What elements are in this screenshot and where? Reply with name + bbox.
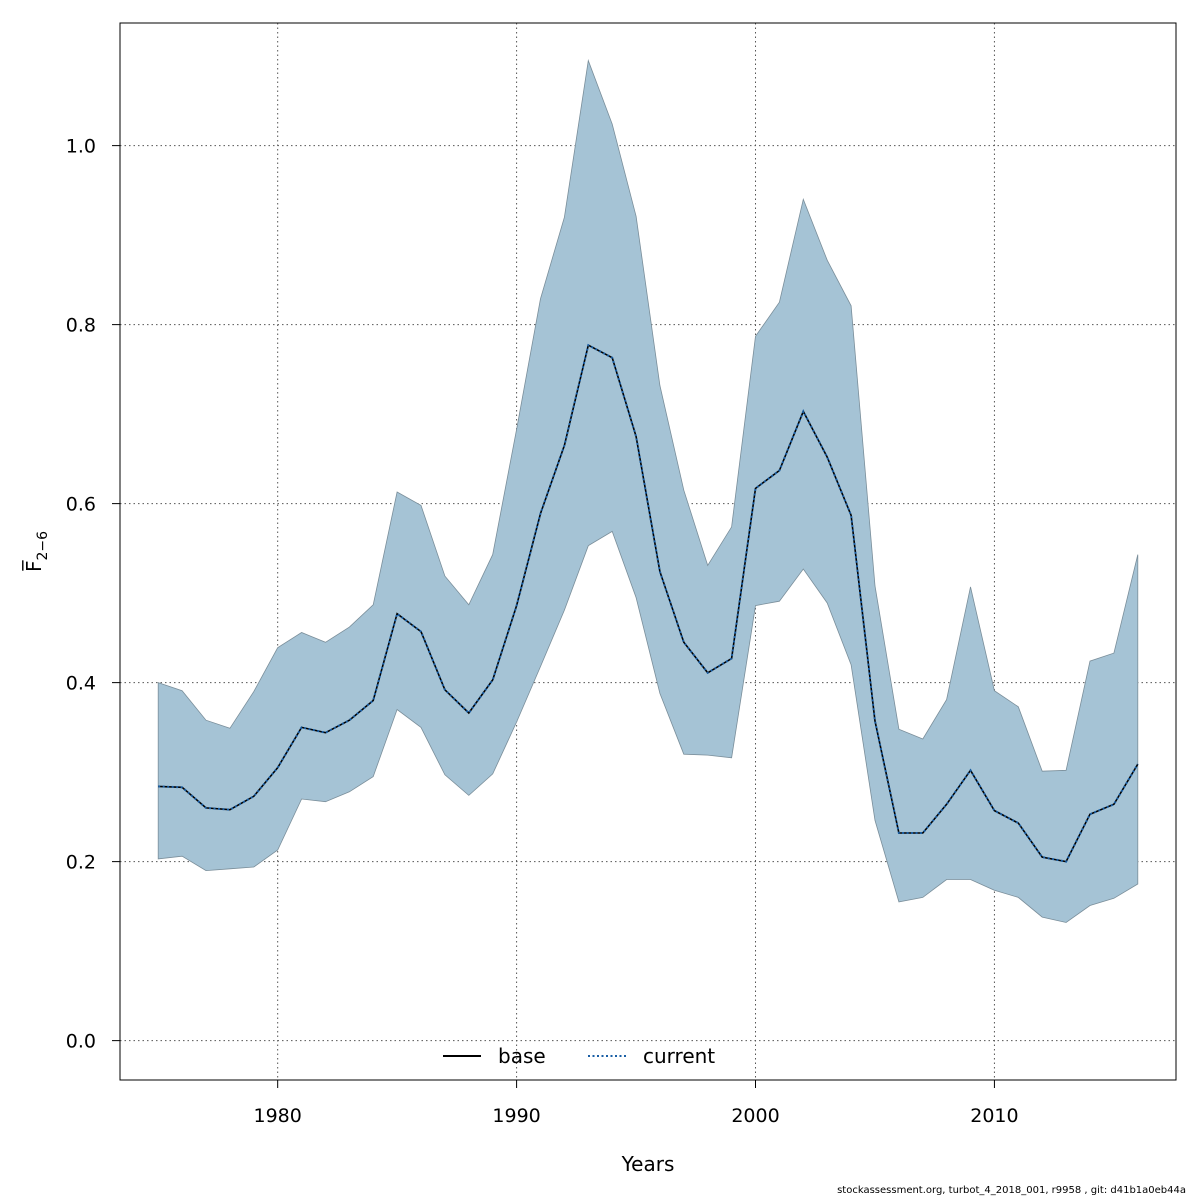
- x-tick-label: 2000: [731, 1105, 779, 1127]
- y-axis: 0.0 0.2 0.4 0.6 0.8 1.0: [66, 136, 121, 1053]
- legend-label-base: base: [498, 1044, 546, 1068]
- y-tick-label: 0.0: [66, 1031, 96, 1053]
- legend-label-current: current: [643, 1044, 715, 1068]
- x-axis: 1980 1990 2000 2010: [254, 1079, 1019, 1127]
- x-tick-label: 1990: [492, 1105, 540, 1127]
- svg-text:F̅2−6: F̅2−6: [21, 531, 51, 572]
- y-tick-label: 0.4: [66, 673, 96, 695]
- x-tick-label: 1980: [254, 1105, 302, 1127]
- legend: base current: [443, 1044, 715, 1068]
- series-lines: [158, 343, 1139, 863]
- x-axis-title: Years: [621, 1152, 675, 1176]
- confidence-band-area: [157, 59, 1139, 923]
- y-tick-label: 1.0: [66, 136, 96, 158]
- y-tick-label: 0.6: [66, 494, 96, 516]
- series-line-base: [158, 344, 1139, 863]
- confidence-band: [157, 59, 1139, 923]
- y-axis-title: F̅2−6: [21, 531, 51, 572]
- footer-source-note: stockassessment.org, turbot_4_2018_001, …: [837, 1185, 1186, 1196]
- x-tick-label: 2010: [970, 1105, 1018, 1127]
- y-tick-label: 0.8: [66, 315, 96, 337]
- y-tick-label: 0.2: [66, 852, 96, 874]
